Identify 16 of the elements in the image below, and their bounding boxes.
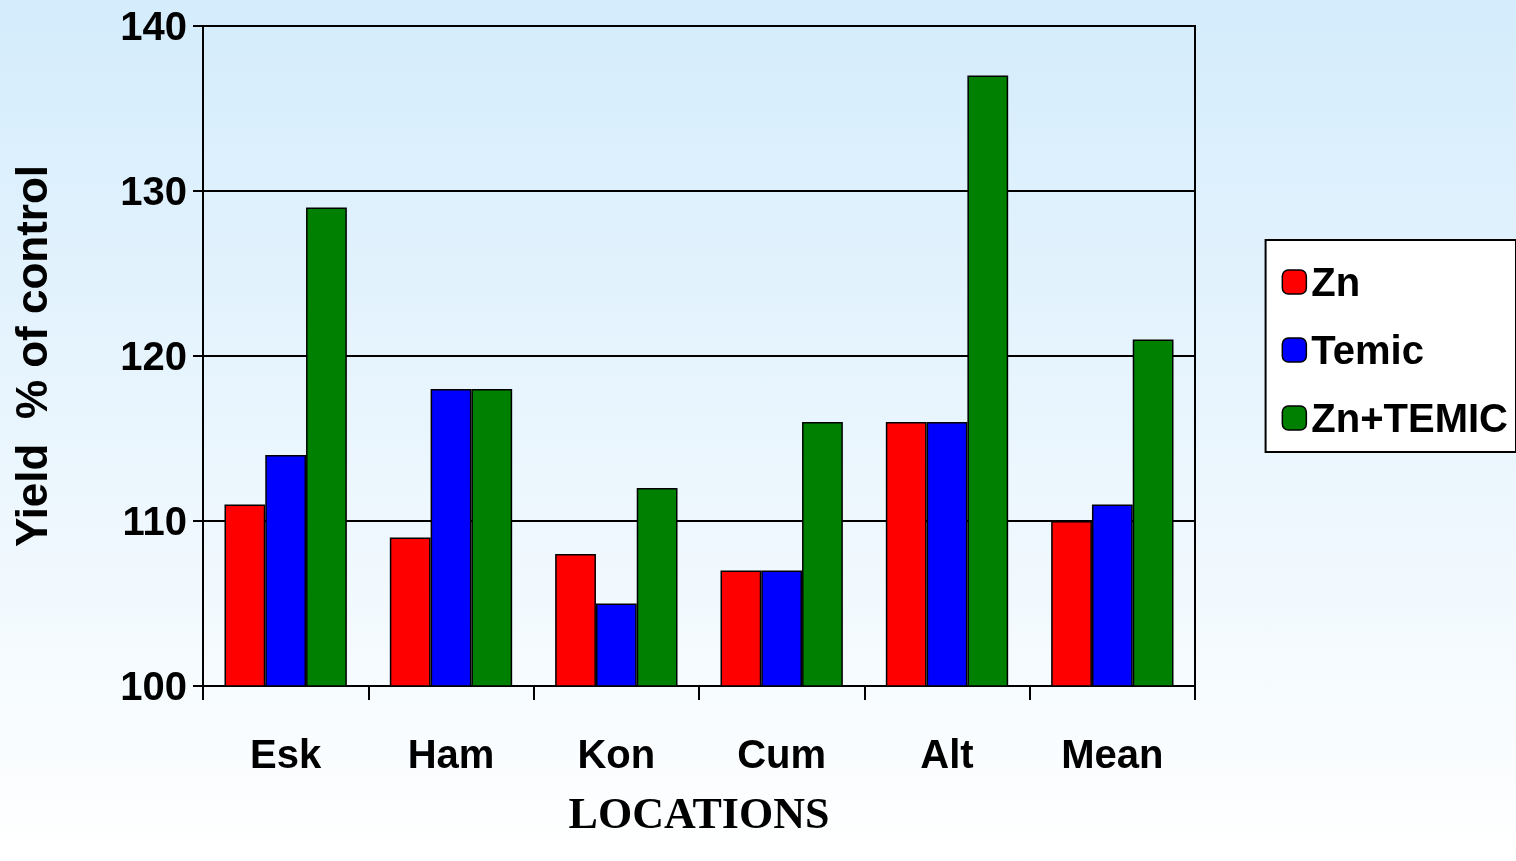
y-axis-title: Yield % of control — [6, 164, 56, 548]
x-tick-label: Esk — [250, 732, 323, 776]
y-tick-label: 100 — [120, 664, 187, 708]
x-tick-label: Ham — [407, 732, 495, 776]
y-tick-label: 140 — [120, 4, 187, 48]
y-tick-label: 110 — [122, 499, 187, 543]
x-tick-label: Kon — [577, 732, 656, 776]
legend-label: Zn+TEMIC — [1311, 396, 1509, 440]
x-axis-title: LOCATIONS — [568, 788, 830, 838]
legend-label: Zn — [1311, 260, 1361, 304]
y-tick-label: 120 — [120, 334, 187, 378]
x-tick-label: Cum — [737, 732, 827, 776]
y-tick-label: 130 — [120, 169, 187, 213]
legend-label: Temic — [1311, 328, 1424, 372]
x-tick-label: Mean — [1061, 732, 1164, 776]
x-tick-label: Alt — [920, 732, 974, 776]
